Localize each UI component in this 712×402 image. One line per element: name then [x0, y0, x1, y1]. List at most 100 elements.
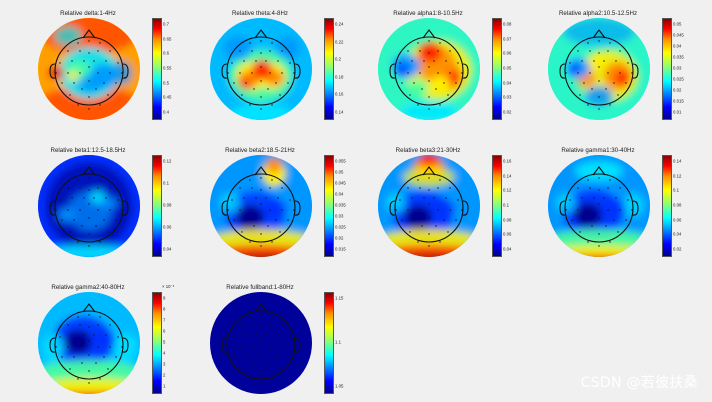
- electrode-dot: [417, 179, 419, 181]
- electrode-dot: [457, 62, 459, 64]
- electrode-dot: [83, 197, 85, 199]
- electrode-dot: [79, 209, 81, 211]
- electrode-dot: [271, 378, 273, 380]
- colorbar-tick-label: 1.05: [335, 383, 344, 389]
- electrode-dot: [260, 217, 262, 219]
- nose-outline: [254, 29, 268, 39]
- electrode-dot: [619, 50, 621, 52]
- activity-blob: [615, 71, 629, 85]
- colorbar: [492, 18, 502, 120]
- electrode-dot: [115, 356, 117, 358]
- activity-blob: [430, 199, 454, 219]
- electrode-dot: [67, 50, 69, 52]
- electrode-dot: [579, 94, 581, 96]
- activity-blob: [231, 104, 291, 120]
- colorbar: [492, 155, 502, 257]
- electrode-dot: [435, 225, 437, 227]
- electrode-dot: [445, 60, 447, 62]
- electrode-dot: [67, 346, 69, 348]
- electrode-dot: [77, 104, 79, 106]
- electrode-dot: [260, 177, 262, 179]
- electrode-dot: [67, 324, 69, 326]
- activity-blob: [276, 37, 300, 59]
- electrode-dot: [97, 187, 99, 189]
- electrode-dot: [97, 209, 99, 211]
- electrode-dot: [565, 209, 567, 211]
- head-outline: [54, 173, 124, 243]
- electrode-dot: [271, 241, 273, 243]
- electrode-dot: [260, 96, 262, 98]
- activity-blob: [569, 65, 579, 75]
- electrode-dot: [245, 219, 247, 221]
- colorbar-tick-label: 0.025: [335, 224, 346, 230]
- topomap-circle: [210, 18, 312, 120]
- right-ear-outline: [294, 337, 301, 353]
- activity-blob: [396, 64, 408, 76]
- colorbar-tick-label: 0.24: [335, 21, 344, 27]
- electrode-dot: [449, 187, 451, 189]
- electrode-dot: [260, 326, 262, 328]
- electrode-dot: [399, 199, 401, 201]
- electrode-dot: [69, 94, 71, 96]
- activity-blob: [58, 208, 74, 222]
- electrode-dot: [249, 42, 251, 44]
- electrode-dot: [428, 233, 430, 235]
- colorbar-tick-label: 0.03: [335, 213, 344, 219]
- topomap-circle: [210, 155, 312, 257]
- electrode-dot: [88, 52, 90, 54]
- colorbar-ticks: 0.7 0.65 0.6 0.55 0.5 0.45 0.4: [163, 18, 193, 118]
- electrode-dot: [239, 50, 241, 52]
- electrode-dot: [443, 219, 445, 221]
- activity-blob: [554, 255, 644, 257]
- electrode-dot: [413, 219, 415, 221]
- topomap-svg: [548, 155, 650, 257]
- electrode-dot: [565, 72, 567, 74]
- colorbar-tick-label: 0.035: [335, 202, 346, 208]
- electrode-dot: [88, 40, 90, 42]
- electrode-dot: [121, 72, 123, 74]
- electrode-dot: [260, 354, 262, 356]
- activity-blob: [216, 255, 306, 257]
- left-ear-outline: [559, 200, 566, 216]
- electrode-dot: [121, 209, 123, 211]
- nose-outline: [254, 303, 268, 313]
- right-ear-outline: [632, 200, 639, 216]
- electrode-dot: [251, 346, 253, 348]
- activity-blob: [38, 245, 138, 257]
- electrode-dot: [67, 187, 69, 189]
- colorbar: [662, 18, 672, 120]
- electrode-dot: [88, 189, 90, 191]
- electrode-dot: [260, 382, 262, 384]
- electrode-dot: [275, 82, 277, 84]
- electrode-dot: [73, 82, 75, 84]
- electrode-dot: [271, 316, 273, 318]
- topomap-svg: [210, 292, 312, 394]
- electrode-dot: [245, 82, 247, 84]
- colorbar-tick-label: 0.05: [335, 169, 344, 175]
- head-outline: [226, 173, 296, 243]
- head-outline: [394, 173, 464, 243]
- electrode-dot: [253, 225, 255, 227]
- electrode-dot: [607, 72, 609, 74]
- electrode-dot: [437, 209, 439, 211]
- electrode-dot: [267, 225, 269, 227]
- electrode-dot: [395, 209, 397, 211]
- activity-blob: [399, 102, 459, 120]
- electrode-dot: [251, 324, 253, 326]
- electrode-dot: [428, 40, 430, 42]
- electrode-dot: [88, 370, 90, 372]
- electrode-dot: [447, 94, 449, 96]
- electrode-dot: [598, 66, 600, 68]
- electrode-dot: [109, 50, 111, 52]
- electrode-dot: [589, 72, 591, 74]
- electrode-dot: [433, 60, 435, 62]
- colorbar-ticks: 9 8 7 6 5 4 3 2 1: [163, 292, 193, 392]
- electrode-dot: [269, 209, 271, 211]
- electrode-dot: [95, 362, 97, 364]
- electrode-dot: [227, 346, 229, 348]
- electrode-dot: [117, 62, 119, 64]
- left-ear-outline: [49, 200, 56, 216]
- colorbar-tick-label: 3: [163, 361, 166, 367]
- electrode-dot: [293, 72, 295, 74]
- colorbar-ticks: 0.05 0.045 0.04 0.035 0.03 0.025 0.02 0.015 0.01: [673, 18, 703, 118]
